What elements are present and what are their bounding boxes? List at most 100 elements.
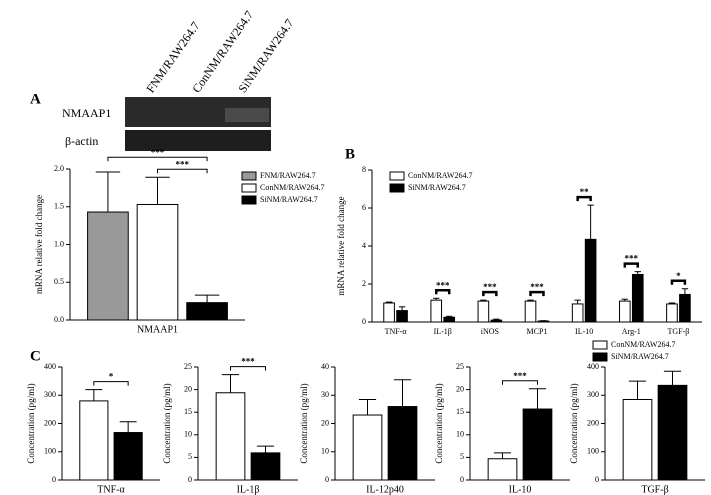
bar: [618, 300, 631, 323]
bar: [387, 406, 418, 481]
y-tick-label: 10: [456, 430, 464, 439]
significance-label: *: [676, 271, 681, 281]
bar: [571, 303, 584, 323]
significance-bracket: [434, 289, 451, 295]
y-tick-label: 1.0: [54, 239, 64, 248]
y-tick-label: 5: [460, 452, 464, 461]
panel-label: B: [345, 146, 355, 162]
significance-label: ***: [151, 147, 165, 157]
legend-label: ConNM/RAW264.7: [260, 183, 324, 192]
bar: [383, 302, 395, 323]
legend-swatch: [241, 195, 257, 205]
bar: [524, 300, 537, 323]
significance-label: ***: [530, 282, 544, 292]
panel-label: C: [30, 348, 41, 364]
significance-label: ***: [625, 254, 639, 264]
significance-label: ***: [436, 280, 450, 290]
significance-bracket: [502, 380, 538, 385]
significance-bracket: [576, 195, 592, 202]
significance-bracket: [670, 279, 687, 285]
significance-label: ***: [513, 371, 527, 381]
x-tick-label: TNF-α: [97, 484, 125, 495]
bar: [657, 384, 688, 481]
bar: [666, 303, 678, 323]
x-tick-label: NMAAP1: [137, 324, 178, 335]
x-tick-label: MCP1: [527, 327, 548, 336]
significance-label: ***: [241, 357, 255, 367]
significance-label: *: [109, 372, 114, 382]
x-tick-label: iNOS: [481, 327, 499, 336]
legend-label: SiNM/RAW264.7: [260, 195, 318, 204]
bar: [584, 238, 597, 323]
y-tick-label: 0: [362, 317, 366, 326]
y-tick-label: 4: [362, 241, 366, 250]
y-tick-label: 25: [184, 362, 192, 371]
significance-bracket: [157, 168, 208, 174]
x-tick-label: TGF-β: [667, 327, 689, 336]
y-tick-label: 15: [184, 407, 192, 416]
y-tick-label: 10: [184, 430, 192, 439]
y-tick-label: 400: [44, 362, 56, 371]
x-tick-label: Arg-1: [622, 327, 641, 336]
legend-label: SiNM/RAW264.7: [408, 183, 466, 192]
legend-swatch: [592, 340, 608, 350]
legend-swatch: [241, 171, 257, 181]
y-axis-label: Concentration (pg/ml): [162, 383, 172, 463]
y-tick-label: 6: [362, 203, 366, 212]
significance-bracket: [623, 262, 640, 268]
y-axis-label: Concentration (pg/ml): [299, 383, 309, 463]
panel-label: A: [30, 91, 41, 107]
x-tick-label: TNF-α: [385, 327, 408, 336]
legend-swatch: [241, 183, 257, 193]
y-tick-label: 10: [321, 447, 329, 456]
x-tick-label: IL-1β: [434, 327, 452, 336]
significance-bracket: [482, 290, 498, 297]
significance-bracket: [230, 366, 266, 371]
y-axis-label: mRNA relative fold change: [34, 195, 44, 294]
bar: [490, 319, 503, 323]
y-axis-label: Concentration (pg/ml): [434, 383, 444, 463]
x-tick-label: IL-1β: [237, 484, 260, 495]
blot-row-label: NMAAP1: [62, 106, 111, 120]
bar: [487, 458, 518, 481]
legend-swatch: [592, 352, 608, 362]
y-tick-label: 1.5: [54, 202, 64, 211]
y-tick-label: 8: [362, 165, 366, 174]
bar: [113, 432, 143, 481]
blot-row-label: β-actin: [65, 134, 98, 148]
bar: [631, 274, 644, 323]
bar: [352, 414, 383, 481]
y-tick-label: 15: [456, 407, 464, 416]
y-tick-label: 100: [587, 447, 599, 456]
y-tick-label: 40: [321, 362, 329, 371]
x-tick-label: TGF-β: [641, 484, 668, 495]
bar: [396, 310, 408, 323]
bar: [136, 203, 179, 321]
y-axis-label: Concentration (pg/ml): [569, 383, 579, 463]
y-tick-label: 2.0: [54, 164, 64, 173]
x-tick-label: IL-10: [575, 327, 593, 336]
blot-band: [125, 130, 271, 151]
y-tick-label: 20: [184, 384, 192, 393]
bar: [215, 392, 246, 481]
y-tick-label: 300: [587, 390, 599, 399]
bar: [79, 400, 109, 481]
blot-band: [225, 108, 269, 122]
y-tick-label: 2: [362, 279, 366, 288]
y-tick-label: 30: [321, 390, 329, 399]
y-tick-label: 5: [188, 452, 192, 461]
y-tick-label: 400: [587, 362, 599, 371]
y-tick-label: 0.0: [54, 315, 64, 324]
legend-label: ConNM/RAW264.7: [611, 340, 675, 349]
bar: [430, 299, 443, 323]
bar: [186, 302, 228, 321]
bar: [622, 398, 653, 481]
y-tick-label: 0: [595, 475, 599, 484]
significance-bracket: [107, 156, 208, 162]
bar: [522, 408, 553, 481]
y-tick-label: 0.5: [54, 277, 64, 286]
x-tick-label: IL-10: [509, 484, 532, 495]
y-tick-label: 200: [587, 418, 599, 427]
